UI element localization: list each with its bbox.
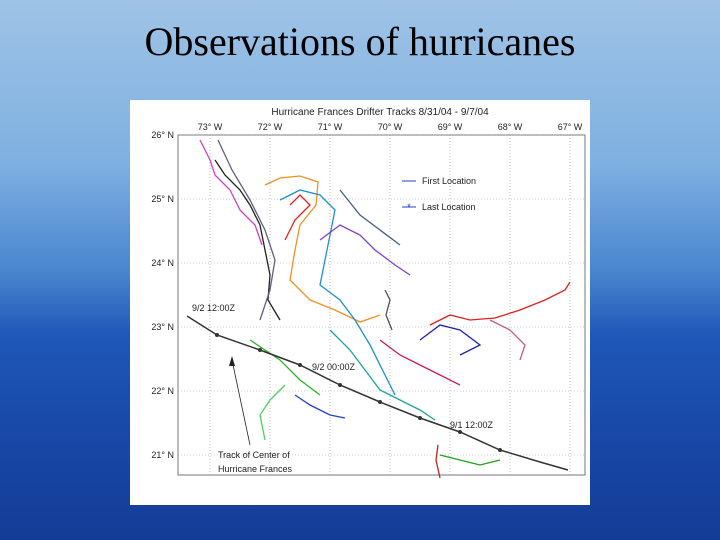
annotation: Hurricane Frances xyxy=(218,464,293,474)
legend-entry: Last Location xyxy=(422,202,476,212)
legend-symbol: * xyxy=(407,202,411,212)
x-tick-label: 67° W xyxy=(558,122,583,132)
x-tick-label: 69° W xyxy=(438,122,463,132)
legend: First Location * Last Location xyxy=(402,176,476,212)
figure-title: Hurricane Frances Drifter Tracks 8/31/04… xyxy=(271,107,489,118)
x-tick-label: 70° W xyxy=(378,122,403,132)
annotation: 9/2 12:00Z xyxy=(192,303,236,313)
y-tick-label: 24° N xyxy=(151,258,174,268)
x-tick-label: 71° W xyxy=(318,122,343,132)
annotation: 9/1 12:00Z xyxy=(450,420,494,430)
legend-entry: First Location xyxy=(422,176,476,186)
plot-frame xyxy=(177,134,586,476)
hurricane-track xyxy=(186,315,569,471)
slide-title: Observations of hurricanes xyxy=(144,19,576,64)
y-tick-label: 25° N xyxy=(151,194,174,204)
y-tick-label: 23° N xyxy=(151,322,174,332)
y-tick-label: 21° N xyxy=(151,450,174,460)
y-tick-label: 22° N xyxy=(151,386,174,396)
annotation: Track of Center of xyxy=(218,450,290,460)
y-tick-label: 26° N xyxy=(151,130,174,140)
x-tick-label: 72° W xyxy=(258,122,283,132)
annotation: 9/2 00:00Z xyxy=(312,362,356,372)
x-tick-label: 68° W xyxy=(498,122,523,132)
x-tick-label: 73° W xyxy=(198,122,223,132)
drifter-tracks xyxy=(199,139,571,479)
figure-background xyxy=(130,100,590,505)
